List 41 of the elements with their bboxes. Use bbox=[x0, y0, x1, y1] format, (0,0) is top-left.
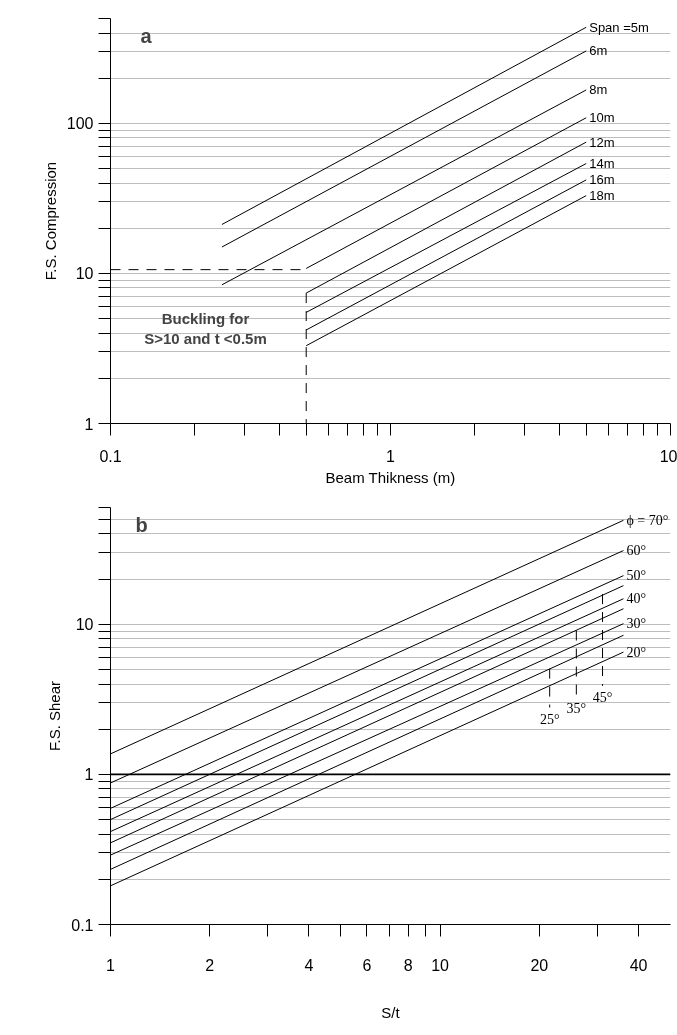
y-axis-title: F.S. Shear bbox=[46, 680, 64, 752]
series-label: 25° bbox=[539, 711, 560, 727]
y-axis-title: F.S. Compression bbox=[41, 161, 59, 281]
series-label: 8m bbox=[589, 82, 608, 98]
series-label: ϕ = 70° bbox=[626, 512, 669, 528]
series-label: 60° bbox=[626, 543, 647, 559]
series-label: 20° bbox=[626, 644, 647, 660]
x-tick-label: 4 bbox=[304, 956, 314, 974]
x-tick-label: 40 bbox=[629, 956, 648, 974]
x-tick-label: 2 bbox=[205, 956, 215, 974]
x-axis-title: Beam Thikness (m) bbox=[325, 468, 456, 486]
series-label: 35° bbox=[566, 700, 587, 716]
x-tick-label: 8 bbox=[403, 956, 413, 974]
series-label: 10m bbox=[589, 110, 615, 126]
y-tick-label: 0.1 bbox=[71, 916, 94, 934]
y-tick-label: 1 bbox=[84, 766, 94, 784]
x-tick-label: 10 bbox=[431, 956, 450, 974]
y-tick-label: 100 bbox=[66, 115, 94, 133]
series-label: 16m bbox=[589, 172, 615, 188]
series-label: 45° bbox=[592, 689, 613, 705]
series-label: 30° bbox=[626, 616, 647, 632]
x-tick-label: 0.1 bbox=[99, 447, 122, 465]
x-tick-label: 1 bbox=[106, 956, 116, 974]
x-tick-label: 1 bbox=[386, 447, 396, 465]
x-tick-label: 6 bbox=[362, 956, 372, 974]
chart-title: b bbox=[135, 513, 148, 536]
x-tick-label: 10 bbox=[659, 447, 677, 465]
series-label: 12m bbox=[589, 134, 615, 150]
series-label: 50° bbox=[626, 568, 647, 584]
x-axis-title: S/t bbox=[381, 1003, 401, 1021]
series-label: 14m bbox=[589, 156, 615, 172]
annotation: Buckling for S>10 and t <0.5m bbox=[144, 309, 267, 348]
series-label: 6m bbox=[589, 43, 608, 59]
y-tick-label: 1 bbox=[84, 415, 94, 433]
y-tick-label: 10 bbox=[75, 265, 94, 283]
series-label: 40° bbox=[626, 591, 647, 607]
y-tick-label: 10 bbox=[75, 616, 94, 634]
chart-title: a bbox=[140, 24, 153, 47]
x-tick-label: 20 bbox=[530, 956, 549, 974]
series-label: 18m bbox=[589, 188, 615, 204]
series-label: Span =5m bbox=[589, 19, 649, 35]
